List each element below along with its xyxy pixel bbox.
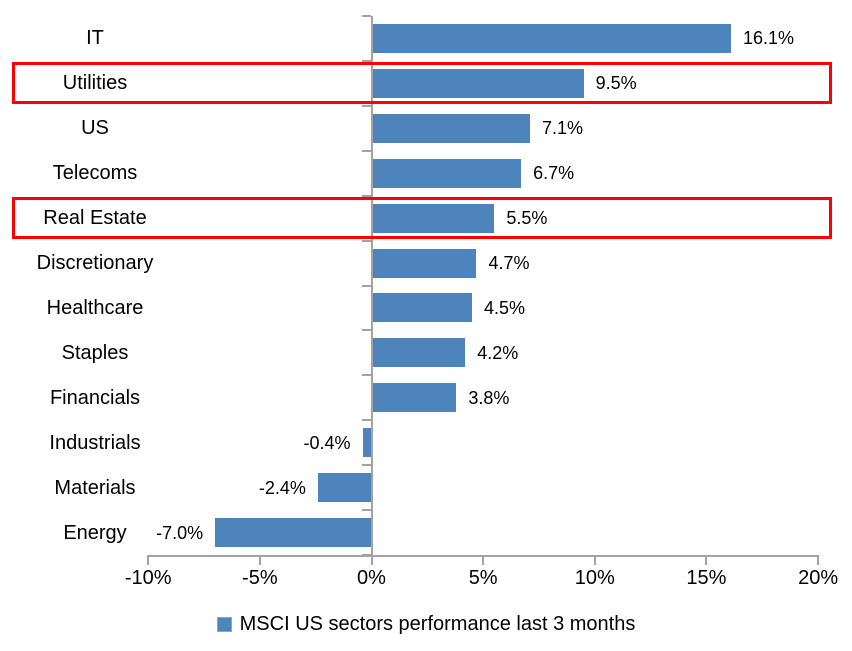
value-label: 6.7% (533, 163, 575, 184)
y-axis-line (370, 16, 373, 555)
x-axis-tick (482, 555, 485, 565)
bar (371, 248, 477, 278)
x-tick-label: 15% (686, 567, 727, 589)
bar (362, 428, 372, 458)
x-tick-label: 0% (357, 567, 386, 589)
y-axis-tick (361, 419, 371, 422)
value-label: -0.4% (303, 432, 351, 453)
value-label: 4.2% (477, 342, 519, 363)
legend-label: MSCI US sectors performance last 3 month… (239, 612, 636, 635)
legend-marker-icon (216, 616, 232, 632)
value-label: 4.5% (483, 297, 526, 318)
category-label: Financials (49, 386, 141, 409)
x-tick-label: 10% (574, 567, 615, 589)
category-label: Discretionary (36, 252, 154, 275)
highlight-box (12, 62, 832, 105)
category-label: Materials (54, 476, 136, 499)
bar (371, 203, 495, 233)
category-label: Staples (61, 341, 129, 364)
x-tick-label: -10% (124, 567, 172, 589)
x-axis-tick (593, 555, 596, 565)
value-label: 3.8% (468, 387, 510, 408)
bar (371, 383, 457, 413)
legend: MSCI US sectors performance last 3 month… (0, 609, 852, 639)
bar (317, 473, 372, 503)
y-axis-tick (361, 284, 371, 287)
y-axis-tick (361, 15, 371, 17)
x-axis-tick (705, 555, 708, 565)
value-label: -7.0% (156, 522, 204, 543)
category-label: Energy (63, 521, 127, 544)
bar (371, 338, 466, 368)
y-axis-tick (361, 104, 371, 107)
highlight-box (12, 197, 832, 240)
category-label: Industrials (49, 431, 141, 454)
y-axis-tick (361, 194, 371, 197)
y-axis-tick (361, 329, 371, 332)
category-label: Real Estate (43, 207, 147, 230)
x-axis-tick (370, 555, 373, 565)
value-label: 5.5% (506, 208, 548, 229)
y-axis-tick (361, 59, 371, 62)
x-tick-label: 20% (798, 567, 839, 589)
value-label: 4.7% (488, 253, 530, 274)
x-axis-tick (817, 555, 820, 565)
bar (371, 293, 472, 323)
category-label: Healthcare (46, 296, 144, 319)
y-axis-tick (361, 509, 371, 512)
bar (215, 518, 372, 548)
x-axis-tick (147, 555, 150, 565)
bar (371, 23, 731, 53)
category-label: Telecoms (52, 162, 138, 185)
x-axis-tick (258, 555, 261, 565)
value-label: -2.4% (258, 477, 306, 498)
category-label: US (81, 117, 109, 140)
x-tick-label: -5% (242, 567, 278, 589)
x-tick-label: 5% (468, 567, 498, 589)
value-label: 9.5% (595, 73, 637, 94)
y-axis-tick (361, 149, 371, 152)
y-axis-tick (361, 239, 371, 242)
value-label: 7.1% (542, 118, 584, 139)
category-label: IT (86, 27, 104, 50)
bar (371, 158, 522, 188)
value-label: 16.1% (743, 28, 795, 49)
y-axis-tick (361, 464, 371, 467)
category-label: Utilities (62, 72, 128, 95)
bar (371, 68, 584, 98)
y-axis-tick (361, 374, 371, 377)
bar (371, 113, 531, 143)
